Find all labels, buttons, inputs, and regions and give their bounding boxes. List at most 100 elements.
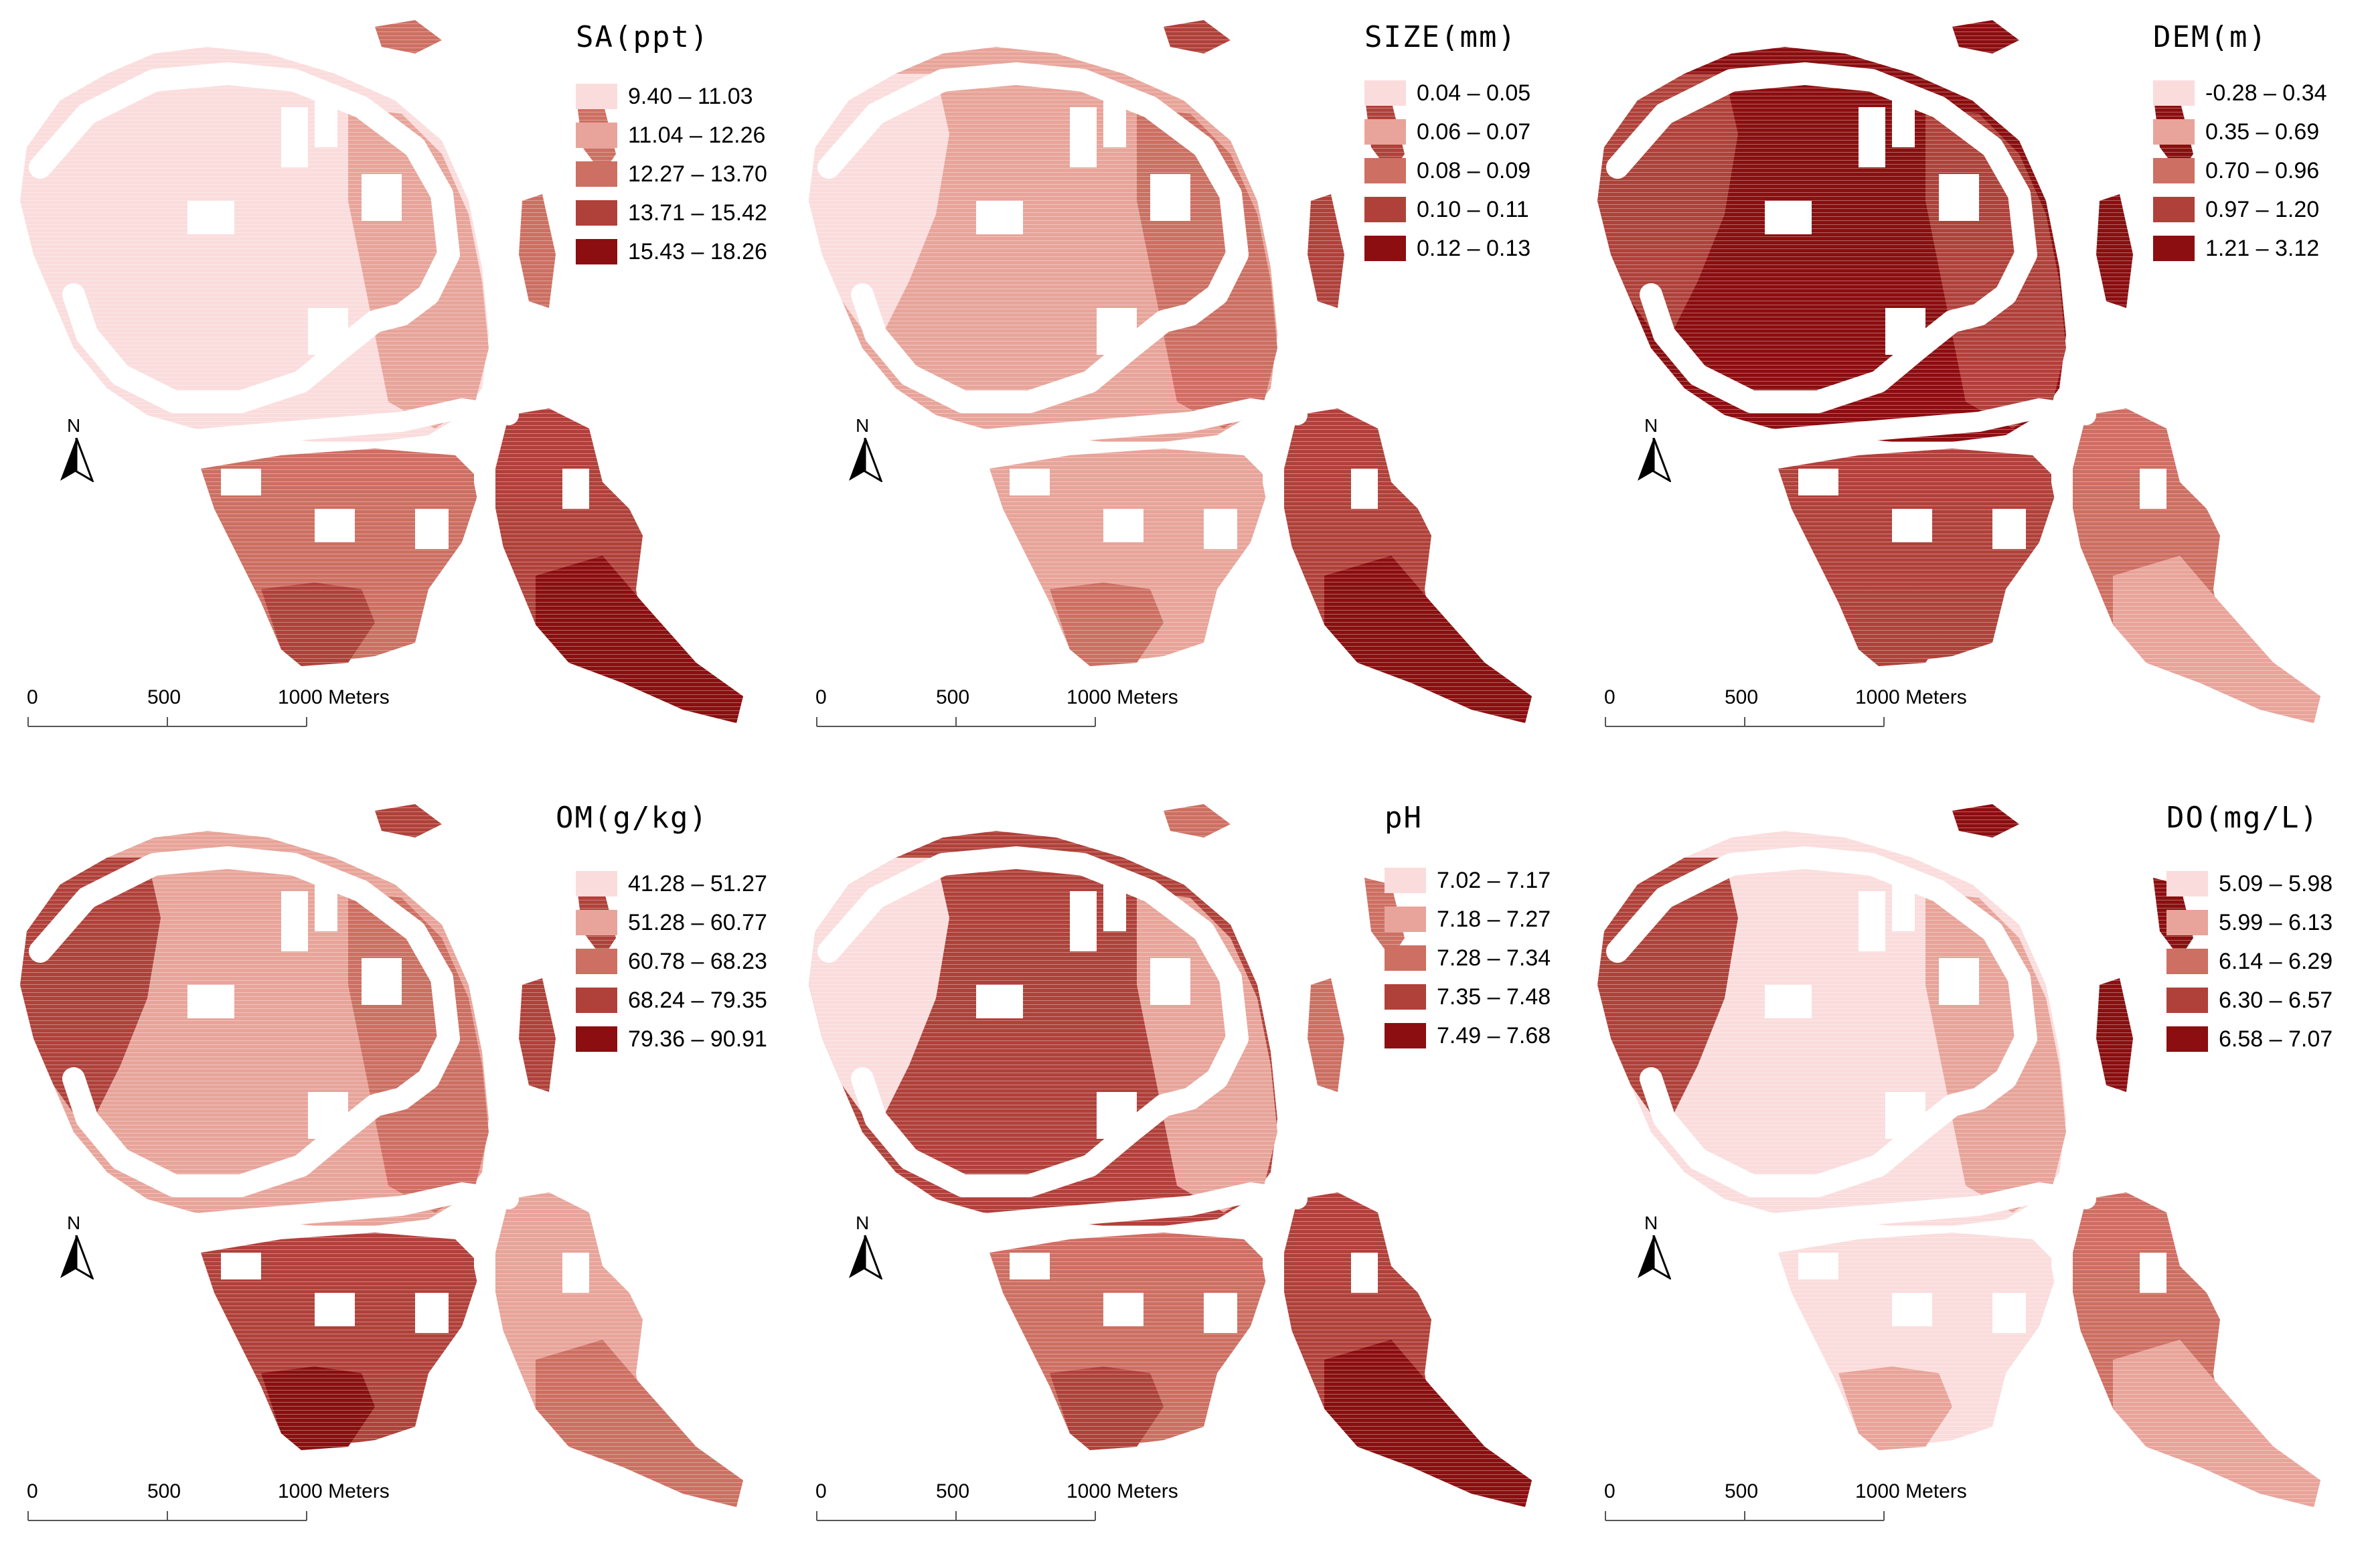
legend-item: 7.49 – 7.68 [1385, 1016, 1551, 1055]
legend-item: 0.35 – 0.69 [2153, 112, 2326, 151]
legend-label: 15.43 – 18.26 [628, 238, 767, 264]
scale-label-0: 0 [815, 1480, 827, 1502]
legend-do: 5.09 – 5.98 5.99 – 6.13 6.14 – 6.29 6.30 – … [2166, 864, 2333, 1059]
legend-label: 0.04 – 0.05 [1417, 80, 1531, 106]
north-letter: N [1644, 1212, 1658, 1233]
legend-swatch [2166, 949, 2208, 974]
legend-item: 9.40 – 11.03 [576, 77, 767, 116]
legend-label: -0.28 – 0.34 [2205, 80, 2327, 106]
panel-title-do: DO(mg/L) [2166, 801, 2319, 835]
legend-item: 12.27 – 13.70 [576, 155, 767, 193]
fragment-top-right [375, 20, 442, 54]
legend-label: 0.08 – 0.09 [1417, 157, 1531, 183]
scale-label-1000: 1000 Meters [278, 1480, 390, 1502]
panel-title-size: SIZE(mm) [1364, 20, 1517, 54]
legend-label: 7.28 – 7.34 [1437, 945, 1551, 971]
zone-east-lower [2113, 1340, 2320, 1507]
legend-swatch [1385, 907, 1426, 932]
legend-item: -0.28 – 0.34 [2153, 74, 2326, 112]
legend-size: 0.04 – 0.05 0.06 – 0.07 0.08 – 0.09 0.10 – … [1364, 74, 1530, 268]
north-arrow: N [1636, 415, 1679, 495]
legend-label: 79.36 – 90.91 [628, 1026, 767, 1052]
panel-title-om: OM(g/kg) [556, 801, 708, 835]
fragment-ne [1308, 194, 1344, 308]
scale-label-1000: 1000 Meters [1067, 686, 1178, 708]
legend-item: 0.06 – 0.07 [1364, 112, 1530, 151]
north-arrow-icon [60, 438, 94, 482]
map-panel-dem: DEM(m) -0.28 – 0.34 0.35 – 0.69 0.70 – 0.9… [1577, 0, 2366, 784]
legend-swatch [1364, 119, 1406, 145]
legend-item: 7.35 – 7.48 [1385, 977, 1551, 1016]
legend-swatch [1385, 945, 1426, 971]
north-letter: N [856, 415, 870, 436]
fragment-top-right [1164, 804, 1231, 838]
scale-bar-line [27, 1511, 307, 1521]
legend-item: 51.28 – 60.77 [576, 903, 767, 942]
north-letter: N [1644, 415, 1658, 436]
north-arrow-icon [849, 1235, 882, 1279]
north-letter: N [856, 1212, 870, 1233]
legend-swatch [1385, 868, 1426, 893]
legend-label: 5.99 – 6.13 [2219, 909, 2333, 935]
legend-item: 5.09 – 5.98 [2166, 864, 2333, 903]
scale-bar: 0 500 1000 Meters [1604, 686, 1967, 747]
legend-swatch [576, 988, 617, 1013]
legend-label: 60.78 – 68.23 [628, 948, 767, 974]
legend-swatch [576, 910, 617, 935]
legend-label: 0.10 – 0.11 [1417, 196, 1529, 222]
legend-item: 0.12 – 0.13 [1364, 229, 1530, 268]
scale-label-500: 500 [1725, 686, 1759, 708]
scale-bar: 0 500 1000 Meters [1604, 1480, 1967, 1541]
legend-item: 11.04 – 12.26 [576, 116, 767, 155]
scale-label-1000: 1000 Meters [1067, 1480, 1178, 1502]
north-letter: N [67, 415, 81, 436]
legend-swatch [576, 200, 617, 226]
legend-ph: 7.02 – 7.17 7.18 – 7.27 7.28 – 7.34 7.35 – … [1385, 861, 1551, 1055]
zone-east-lower [1324, 556, 1532, 723]
scale-bar-line [816, 717, 1096, 727]
legend-label: 0.12 – 0.13 [1417, 235, 1531, 261]
legend-sa: 9.40 – 11.03 11.04 – 12.26 12.27 – 13.70 13… [576, 77, 767, 271]
legend-label: 0.97 – 1.20 [2205, 196, 2320, 222]
legend-swatch [576, 239, 617, 264]
legend-label: 7.18 – 7.27 [1437, 906, 1551, 932]
legend-label: 9.40 – 11.03 [628, 83, 753, 109]
legend-swatch [576, 1026, 617, 1052]
legend-label: 68.24 – 79.35 [628, 987, 767, 1013]
legend-label: 0.70 – 0.96 [2205, 157, 2320, 183]
legend-item: 7.28 – 7.34 [1385, 939, 1551, 977]
scale-bar-line [816, 1511, 1096, 1521]
legend-item: 0.10 – 0.11 [1364, 190, 1530, 229]
north-arrow: N [59, 415, 102, 495]
legend-item: 6.30 – 6.57 [2166, 981, 2333, 1020]
zone-east-lower [536, 1340, 743, 1507]
map-panel-size: SIZE(mm) 0.04 – 0.05 0.06 – 0.07 0.08 – 0.… [789, 0, 1577, 784]
scale-bar: 0 500 1000 Meters [27, 1480, 390, 1541]
legend-item: 15.43 – 18.26 [576, 232, 767, 271]
fragment-ne [519, 978, 556, 1092]
legend-label: 1.21 – 3.12 [2205, 235, 2320, 261]
scale-bar-line [1605, 717, 1885, 727]
scale-bar: 0 500 1000 Meters [815, 1480, 1178, 1541]
north-arrow-icon [60, 1235, 94, 1279]
panel-title-dem: DEM(m) [2153, 20, 2268, 54]
panel-title-sa: SA(ppt) [576, 20, 710, 54]
legend-swatch [1364, 158, 1406, 183]
legend-swatch [576, 871, 617, 896]
legend-swatch [2166, 910, 2208, 935]
scale-label-1000: 1000 Meters [1855, 1480, 1967, 1502]
scale-bar: 0 500 1000 Meters [815, 686, 1178, 747]
north-arrow: N [59, 1212, 102, 1293]
legend-swatch [576, 161, 617, 187]
legend-label: 7.49 – 7.68 [1437, 1022, 1551, 1048]
legend-item: 5.99 – 6.13 [2166, 903, 2333, 942]
legend-label: 0.35 – 0.69 [2205, 119, 2320, 145]
legend-label: 7.02 – 7.17 [1437, 867, 1551, 893]
fragment-top-right [375, 804, 442, 838]
scale-label-500: 500 [147, 686, 181, 708]
legend-label: 12.27 – 13.70 [628, 161, 767, 187]
north-arrow-icon [1638, 438, 1671, 482]
scale-label-1000: 1000 Meters [278, 686, 390, 708]
legend-swatch [1364, 80, 1406, 106]
legend-swatch [1364, 236, 1406, 261]
